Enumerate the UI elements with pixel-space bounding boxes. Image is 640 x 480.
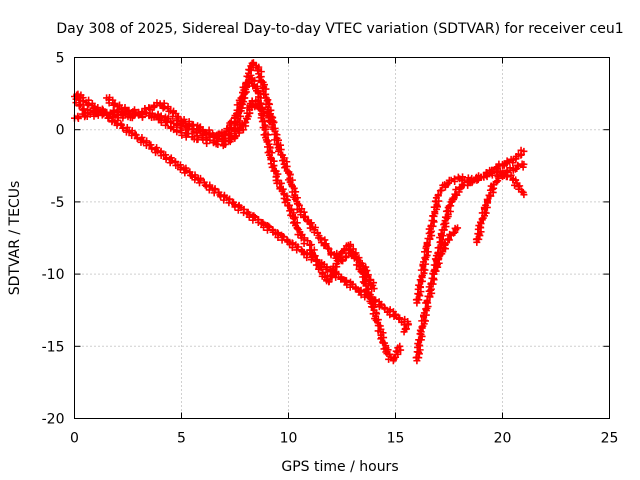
- y-tick-label: 5: [56, 51, 65, 67]
- data-point-trace: [231, 120, 250, 140]
- data-point-trace: [416, 242, 432, 284]
- x-axis-ticks: 0 5 10 15 20 25: [70, 57, 619, 447]
- data-point-trace: [115, 101, 129, 116]
- y-axis-label: SDTVAR / TECUs: [7, 181, 23, 296]
- data-point-trace: [212, 137, 227, 150]
- data-point-trace: [412, 277, 426, 304]
- data-point-trace: [74, 92, 412, 329]
- series-arc-late-branch: [430, 224, 462, 278]
- data-point-trace: [441, 197, 456, 227]
- data-point-trace: [297, 205, 312, 226]
- data-point-trace: [472, 222, 485, 243]
- data-point-trace: [416, 299, 432, 334]
- data-point-trace: [467, 172, 483, 187]
- chart-title: Day 308 of 2025, Sidereal Day-to-day VTE…: [56, 21, 623, 37]
- data-point-trace: [430, 257, 443, 275]
- data-point-trace: [189, 121, 204, 134]
- data-point-trace: [390, 344, 405, 362]
- x-tick-label: 10: [280, 431, 298, 447]
- data-point-trace: [512, 146, 525, 163]
- y-axis-ticks: 5 0 -5 -10 -15 -20: [42, 51, 610, 428]
- data-point: [370, 285, 378, 293]
- x-tick-label: 0: [70, 431, 79, 447]
- data-point: [520, 191, 528, 199]
- x-tick-label: 20: [494, 431, 512, 447]
- data-point-trace: [483, 182, 498, 205]
- y-tick-label: -10: [42, 267, 65, 283]
- y-tick-label: -15: [42, 339, 65, 355]
- data-point-trace: [105, 94, 119, 109]
- data-point: [447, 176, 455, 184]
- data-point-trace: [429, 192, 443, 220]
- x-tick-label: 25: [601, 431, 619, 447]
- y-tick-label: -5: [51, 195, 65, 211]
- data-point-trace: [280, 192, 298, 219]
- data-point: [396, 342, 404, 350]
- x-tick-label: 5: [177, 431, 186, 447]
- data-point-trace: [221, 114, 239, 138]
- data-point: [454, 224, 462, 232]
- data-point-trace: [210, 128, 226, 141]
- data-point: [520, 147, 528, 155]
- y-tick-label: -20: [42, 412, 65, 428]
- x-axis-label: GPS time / hours: [281, 459, 398, 475]
- data-point-trace: [254, 67, 272, 104]
- data-point-trace: [412, 330, 426, 362]
- data-point-trace: [148, 110, 163, 124]
- plot-frame: [74, 57, 610, 419]
- data-point-trace: [306, 219, 323, 242]
- data-point-trace: [231, 83, 250, 120]
- data-point-trace: [476, 199, 491, 226]
- data-point-trace: [339, 249, 356, 265]
- data-point: [77, 91, 85, 99]
- data-point: [135, 111, 143, 119]
- data-point: [520, 160, 528, 168]
- series-arc-late-left: [412, 167, 528, 365]
- data-point-trace: [167, 123, 185, 136]
- grid: [74, 57, 610, 419]
- data-point-trace: [267, 156, 282, 184]
- data-point-trace: [360, 263, 378, 293]
- series-arc-upper: [103, 59, 378, 293]
- y-tick-label: 0: [56, 123, 65, 139]
- data-point-trace: [377, 329, 392, 356]
- data-point-trace: [199, 126, 217, 139]
- x-tick-label: 15: [387, 431, 405, 447]
- series-arc-late-right: [412, 146, 528, 307]
- data-point-trace: [317, 235, 335, 257]
- data-point-trace: [423, 212, 438, 248]
- series-arc-lower: [71, 92, 278, 150]
- data-point: [270, 118, 278, 126]
- data-points: [71, 59, 528, 365]
- data-point-trace: [477, 168, 495, 181]
- series-arc-late-tail: [472, 160, 528, 246]
- data-point-trace: [190, 132, 206, 144]
- data-point-trace: [179, 115, 193, 130]
- data-point-trace: [423, 270, 438, 306]
- data-point-trace: [450, 173, 462, 185]
- data-point-trace: [284, 170, 303, 213]
- data-point-trace: [369, 309, 385, 335]
